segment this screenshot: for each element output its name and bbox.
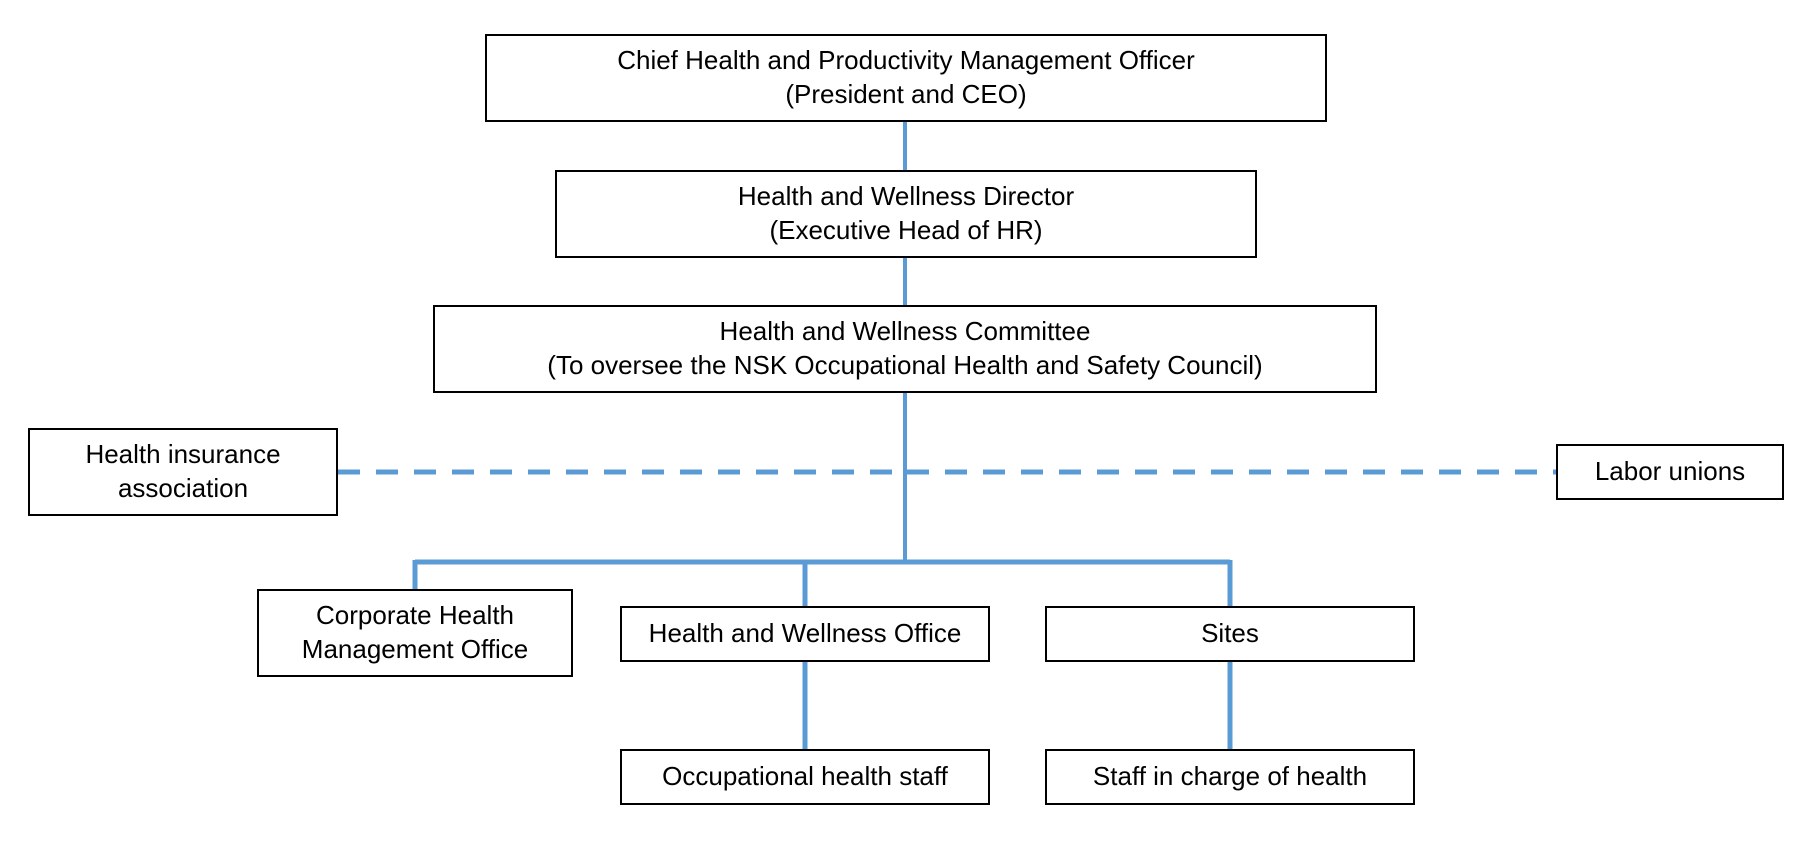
node-chief-officer: Chief Health and Productivity Management… (485, 34, 1327, 122)
node-labor-unions: Labor unions (1556, 444, 1784, 500)
node-occupational-staff: Occupational health staff (620, 749, 990, 805)
node-staff-health: Staff in charge of health (1045, 749, 1415, 805)
node-insurance-line2: association (118, 472, 248, 506)
node-occupational-line1: Occupational health staff (662, 760, 948, 794)
node-office-line1: Health and Wellness Office (649, 617, 962, 651)
node-unions-line1: Labor unions (1595, 455, 1745, 489)
node-corporate-line2: Management Office (302, 633, 528, 667)
node-wellness-committee: Health and Wellness Committee (To overse… (433, 305, 1377, 393)
node-wellness-director: Health and Wellness Director (Executive … (555, 170, 1257, 258)
node-chief-line1: Chief Health and Productivity Management… (617, 44, 1195, 78)
node-committee-line2: (To oversee the NSK Occupational Health … (547, 349, 1262, 383)
node-staff-line1: Staff in charge of health (1093, 760, 1367, 794)
node-health-insurance: Health insurance association (28, 428, 338, 516)
node-wellness-office: Health and Wellness Office (620, 606, 990, 662)
node-director-line1: Health and Wellness Director (738, 180, 1074, 214)
node-corporate-line1: Corporate Health (316, 599, 514, 633)
node-chief-line2: (President and CEO) (785, 78, 1026, 112)
node-sites: Sites (1045, 606, 1415, 662)
node-sites-line1: Sites (1201, 617, 1259, 651)
node-insurance-line1: Health insurance (85, 438, 280, 472)
node-committee-line1: Health and Wellness Committee (720, 315, 1091, 349)
node-corporate-health-office: Corporate Health Management Office (257, 589, 573, 677)
node-director-line2: (Executive Head of HR) (769, 214, 1042, 248)
